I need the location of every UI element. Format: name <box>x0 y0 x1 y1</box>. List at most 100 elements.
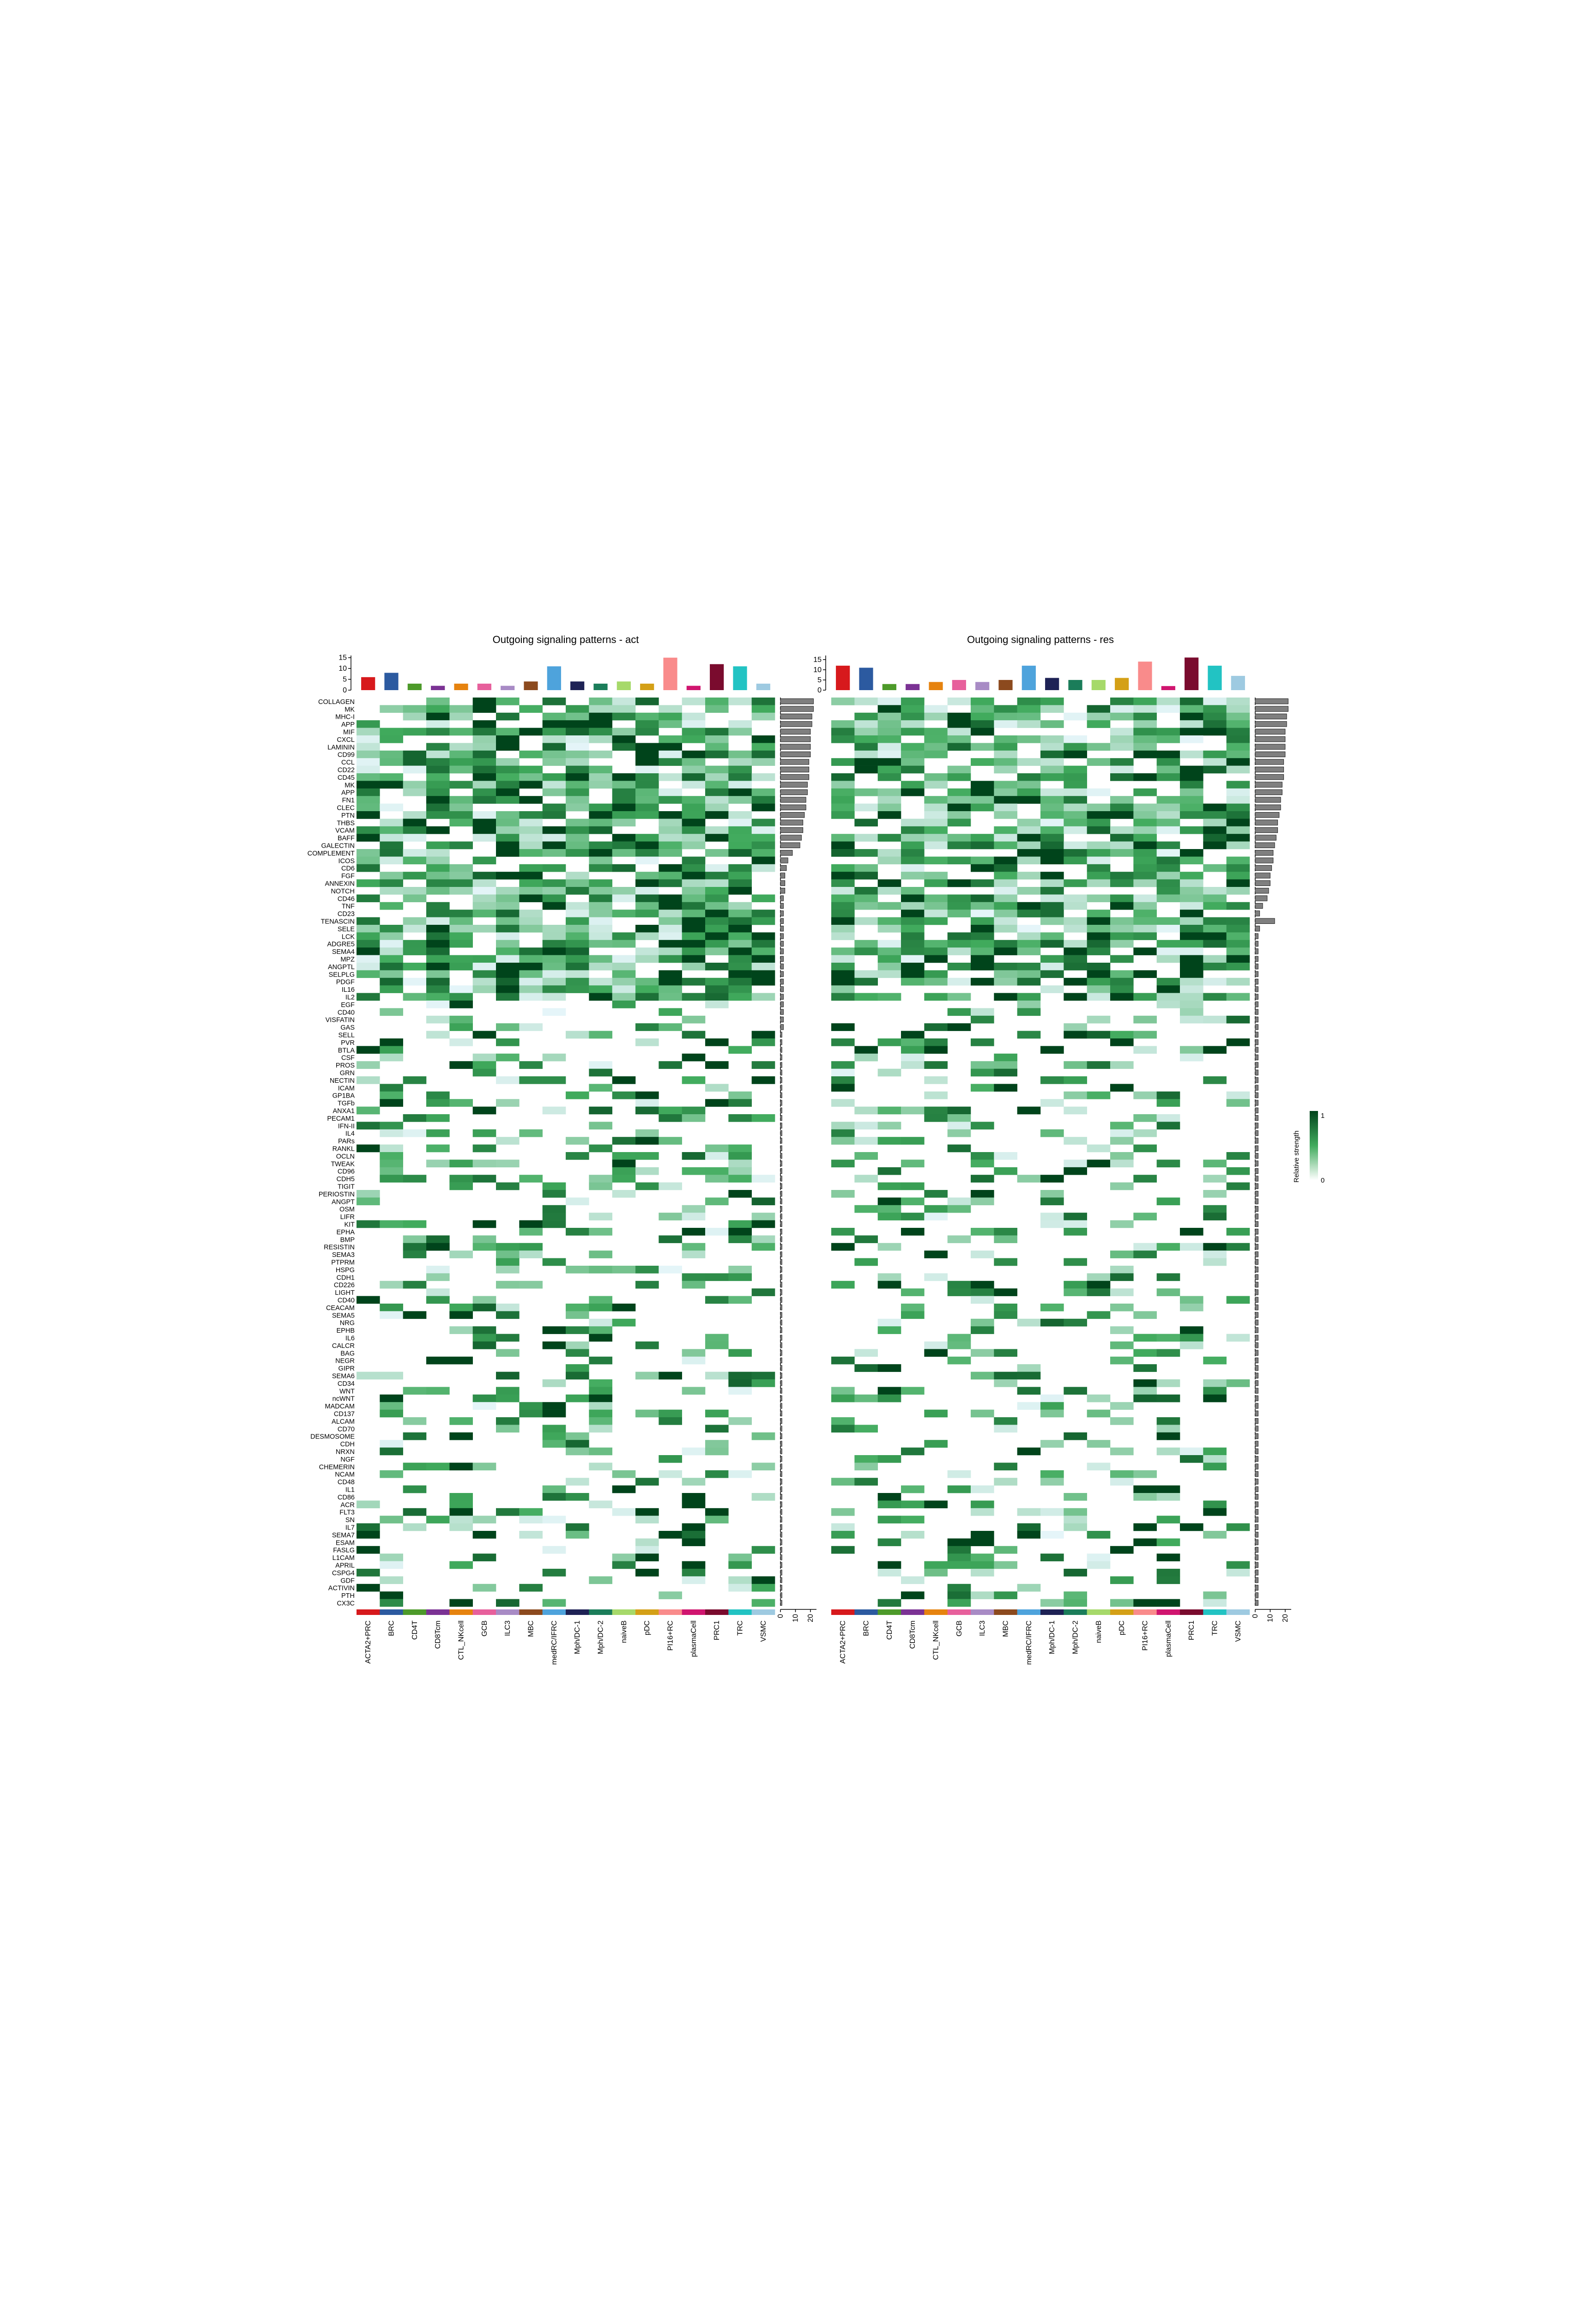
heatmap-cell <box>449 1356 473 1365</box>
heatmap-cell <box>519 811 543 819</box>
heatmap-cell <box>496 993 520 1001</box>
heatmap-cell <box>1226 925 1250 933</box>
heatmap-cell <box>472 1584 496 1592</box>
heatmap-cell <box>426 765 450 774</box>
heatmap-cell <box>831 781 855 789</box>
heatmap-cell <box>1133 1175 1157 1183</box>
column-label: naiveB <box>1095 1620 1103 1643</box>
heatmap-cell <box>994 1311 1017 1319</box>
row-total-bar <box>1255 1433 1258 1439</box>
heatmap-cell <box>924 743 948 751</box>
heatmap-cell <box>831 1531 855 1539</box>
heatmap-cell <box>566 826 589 834</box>
heatmap-cell <box>496 932 520 941</box>
row-total-bar <box>780 850 793 856</box>
heatmap-cell <box>1203 1015 1227 1024</box>
row-total-bar <box>780 1176 782 1182</box>
row-total-bar <box>780 1532 782 1538</box>
heatmap-cell <box>705 811 729 819</box>
column-total-bar <box>975 682 990 690</box>
heatmap-cell <box>1110 932 1134 941</box>
heatmap-cell <box>682 1167 706 1175</box>
heatmap-cell <box>449 993 473 1001</box>
row-total-bar <box>780 1584 782 1591</box>
heatmap-cell <box>357 781 380 789</box>
heatmap-cell <box>566 902 589 910</box>
heatmap-cell <box>728 1091 752 1099</box>
heatmap-cell <box>1017 705 1041 713</box>
heatmap-cell <box>519 796 543 804</box>
heatmap-cell <box>831 1159 855 1168</box>
heatmap-cell <box>1110 1447 1134 1456</box>
heatmap-cell <box>971 1068 994 1077</box>
heatmap-cell <box>589 1402 612 1410</box>
row-label: IL6 <box>345 1335 355 1342</box>
heatmap-cell <box>682 1538 706 1547</box>
heatmap-cell <box>751 1493 775 1501</box>
heatmap-cell <box>971 1122 994 1130</box>
column-total-bar <box>1045 678 1059 690</box>
heatmap-cell <box>1064 1137 1087 1145</box>
column-total-bar <box>570 681 585 690</box>
row-total-bar <box>1255 1107 1258 1113</box>
heatmap-cell <box>971 1061 994 1069</box>
heatmap-cell <box>472 773 496 781</box>
row-total-bar <box>1255 1463 1258 1469</box>
row-total-bar <box>1255 1501 1258 1507</box>
heatmap-cell <box>380 1099 403 1107</box>
heatmap-cell <box>542 735 566 743</box>
heatmap-cell <box>357 940 380 948</box>
heatmap-cell <box>635 743 659 751</box>
heatmap-cell <box>924 1341 948 1349</box>
heatmap-cell <box>403 917 427 925</box>
heatmap-cell <box>472 720 496 728</box>
heatmap-cell <box>947 910 971 917</box>
heatmap-cell <box>380 841 403 850</box>
heatmap-cell <box>1180 940 1203 948</box>
heatmap-cell <box>472 819 496 827</box>
heatmap-cell <box>901 970 925 978</box>
row-total-bar <box>780 1327 782 1333</box>
heatmap-cell <box>472 1220 496 1228</box>
row-total-bar <box>780 1221 782 1227</box>
column-color-strip <box>635 1609 659 1615</box>
heatmap-cell <box>994 1061 1017 1069</box>
heatmap-cell <box>519 955 543 963</box>
heatmap-cell <box>831 849 855 857</box>
heatmap-cell <box>496 743 520 751</box>
row-total-bar <box>1255 728 1286 734</box>
heatmap-cell <box>924 712 948 721</box>
heatmap-cell <box>877 970 901 978</box>
heatmap-cell <box>1133 1470 1157 1478</box>
heatmap-cell <box>1133 1243 1157 1251</box>
heatmap-cell <box>589 910 612 917</box>
heatmap-cell <box>635 856 659 865</box>
heatmap-cell <box>589 1379 612 1387</box>
heatmap-cell <box>901 1288 925 1296</box>
heatmap-cell <box>589 1061 612 1069</box>
heatmap-cell <box>971 1569 994 1577</box>
row-total-bar <box>780 1229 782 1235</box>
heatmap-cell <box>1087 1273 1111 1281</box>
heatmap-cell <box>357 1584 380 1592</box>
row-total-bar <box>1255 1410 1258 1416</box>
row-total-bar <box>780 1350 782 1356</box>
heatmap-cell <box>994 1417 1017 1425</box>
heatmap-cell <box>357 811 380 819</box>
heatmap-cell <box>1110 1122 1134 1130</box>
heatmap-cell <box>472 1235 496 1244</box>
heatmap-cell <box>947 728 971 736</box>
heatmap-cell <box>901 750 925 759</box>
row-total-bar <box>780 1426 782 1432</box>
heatmap-cell <box>1133 1349 1157 1357</box>
heatmap-cell <box>728 1379 752 1387</box>
heatmap-cell <box>854 1349 878 1357</box>
heatmap-cell <box>1017 781 1041 789</box>
heatmap-cell <box>403 940 427 948</box>
heatmap-cell <box>877 1106 901 1115</box>
heatmap-cell <box>1087 788 1111 796</box>
heatmap-cell <box>705 1334 729 1342</box>
heatmap-cell <box>357 796 380 804</box>
row-total-bar <box>780 1251 782 1257</box>
row-total-bar <box>1255 721 1287 727</box>
